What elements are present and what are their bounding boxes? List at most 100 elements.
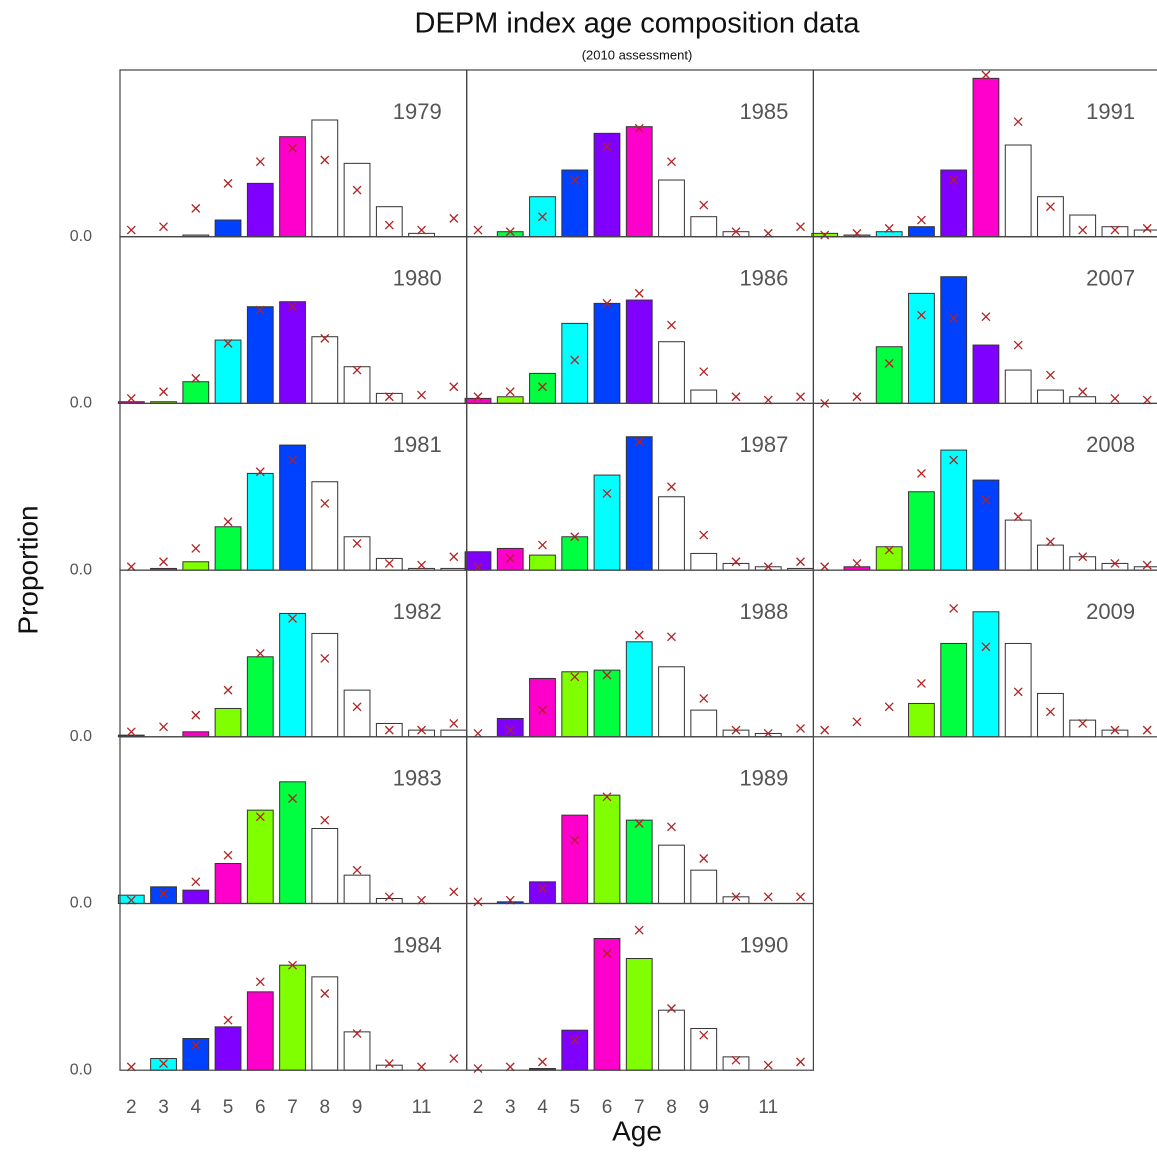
panel-year: 1985 bbox=[739, 99, 788, 124]
x-tick-label: 3 bbox=[158, 1097, 169, 1118]
panel-year: 2007 bbox=[1086, 266, 1135, 291]
bar bbox=[529, 554, 556, 571]
expected-marker bbox=[538, 705, 547, 715]
expected-marker bbox=[473, 562, 483, 572]
expected-marker bbox=[731, 557, 741, 567]
bar bbox=[311, 632, 339, 738]
bar bbox=[1037, 196, 1064, 238]
x-tick-label: 11 bbox=[758, 1097, 778, 1118]
expected-marker bbox=[505, 227, 515, 237]
expected-marker bbox=[352, 365, 362, 375]
bar bbox=[343, 1031, 371, 1071]
expected-marker bbox=[417, 895, 427, 905]
expected-marker bbox=[255, 648, 265, 658]
expected-marker bbox=[505, 387, 515, 397]
expected-marker bbox=[255, 467, 265, 477]
bar bbox=[658, 496, 685, 571]
chart-title: DEPM index age composition data bbox=[415, 8, 861, 40]
expected-marker bbox=[1110, 225, 1120, 235]
expected-marker bbox=[223, 338, 233, 348]
expected-marker bbox=[255, 157, 265, 167]
expected-marker bbox=[699, 693, 709, 703]
expected-marker bbox=[288, 302, 298, 312]
bar bbox=[529, 881, 556, 904]
bar bbox=[972, 77, 1000, 238]
bar bbox=[150, 886, 177, 905]
x-axis-label: Age bbox=[612, 1115, 662, 1146]
expected-marker bbox=[538, 212, 547, 222]
bar bbox=[908, 292, 935, 404]
x-tick-label: 2 bbox=[473, 1097, 484, 1118]
expected-marker bbox=[570, 672, 580, 682]
expected-marker bbox=[191, 543, 201, 553]
x-tick-label: 9 bbox=[352, 1097, 363, 1118]
bar bbox=[343, 874, 371, 905]
expected-marker bbox=[763, 228, 773, 238]
bar bbox=[440, 729, 468, 738]
expected-marker bbox=[981, 642, 991, 652]
expected-marker bbox=[1078, 719, 1088, 728]
expected-marker bbox=[731, 392, 741, 402]
bar bbox=[593, 474, 621, 571]
expected-marker bbox=[352, 865, 362, 875]
x-tick-label: 11 bbox=[412, 1097, 432, 1118]
expected-marker bbox=[570, 355, 580, 365]
expected-marker bbox=[126, 1062, 136, 1072]
bar bbox=[182, 561, 210, 571]
expected-marker bbox=[449, 552, 459, 562]
panel-year: 2008 bbox=[1086, 432, 1135, 457]
expected-marker bbox=[884, 358, 894, 368]
expected-marker bbox=[384, 392, 394, 402]
expected-marker bbox=[159, 1059, 168, 1068]
bar bbox=[1004, 144, 1032, 238]
bar bbox=[182, 889, 210, 905]
expected-marker bbox=[288, 613, 298, 623]
bar bbox=[593, 302, 621, 404]
bar bbox=[722, 1056, 750, 1071]
expected-marker bbox=[667, 632, 676, 642]
bar bbox=[1004, 369, 1032, 404]
expected-marker bbox=[352, 538, 362, 548]
expected-marker bbox=[126, 727, 136, 737]
expected-marker bbox=[570, 532, 580, 542]
expected-marker bbox=[449, 382, 459, 392]
panel-border bbox=[466, 902, 815, 1071]
expected-marker bbox=[505, 725, 515, 735]
expected-marker bbox=[417, 1062, 427, 1072]
bar bbox=[246, 472, 274, 571]
expected-marker bbox=[384, 725, 394, 735]
x-tick-label: 6 bbox=[255, 1097, 266, 1118]
x-tick-label: 6 bbox=[602, 1097, 613, 1118]
expected-marker bbox=[796, 724, 805, 733]
bar bbox=[690, 389, 718, 404]
expected-marker bbox=[320, 989, 330, 998]
y-tick-label: 0.0 bbox=[70, 395, 92, 412]
bar bbox=[1037, 692, 1064, 738]
bar bbox=[940, 449, 968, 571]
expected-marker bbox=[473, 1064, 483, 1073]
bar bbox=[625, 641, 653, 738]
expected-marker bbox=[763, 729, 773, 738]
bar bbox=[464, 397, 492, 404]
expected-marker bbox=[981, 312, 991, 322]
expected-marker bbox=[699, 854, 709, 863]
expected-marker bbox=[1110, 725, 1120, 735]
bar bbox=[561, 671, 589, 738]
bar bbox=[908, 491, 935, 571]
bar bbox=[529, 372, 556, 404]
expected-marker bbox=[796, 392, 805, 402]
expected-marker bbox=[255, 977, 265, 987]
expected-marker bbox=[602, 670, 612, 680]
bar bbox=[722, 562, 750, 571]
expected-marker bbox=[320, 155, 330, 165]
bar bbox=[182, 731, 210, 738]
expected-marker bbox=[731, 892, 741, 902]
bar bbox=[214, 707, 242, 738]
expected-marker bbox=[1078, 387, 1088, 397]
expected-marker bbox=[1045, 537, 1055, 547]
bar bbox=[246, 991, 274, 1071]
bar bbox=[246, 306, 274, 404]
bar bbox=[593, 794, 621, 905]
x-tick-label: 3 bbox=[505, 1097, 516, 1118]
expected-marker bbox=[473, 729, 483, 738]
